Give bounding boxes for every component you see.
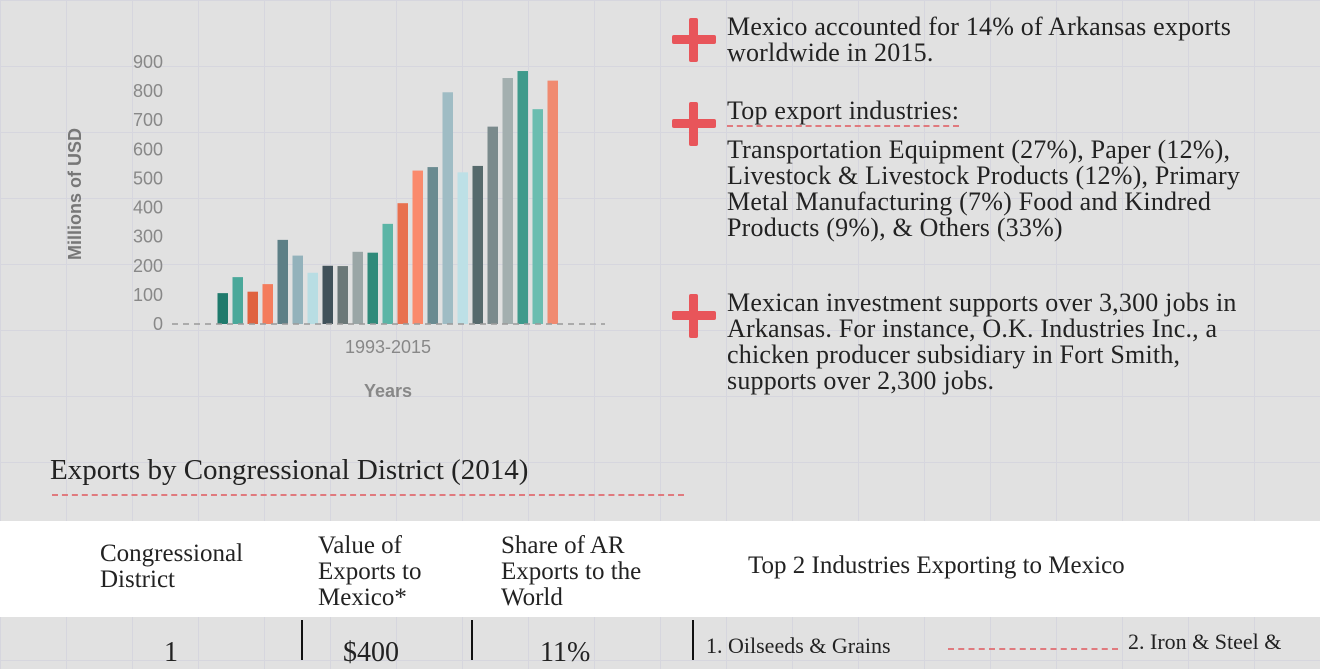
bar-2010: [472, 165, 483, 324]
bullet-text: Transportation Equipment (27%), Paper (1…: [727, 135, 1241, 242]
plus-icon: [672, 294, 716, 338]
table-row: 1 $400 11% 1. Oilseeds & Grains 2. Iron …: [0, 617, 1320, 668]
header-value: Value of Exports to Mexico*: [318, 532, 422, 611]
x-axis-label: Years: [364, 381, 412, 401]
bullet-text: Mexican investment supports over 3,300 j…: [727, 288, 1237, 395]
y-tick-label: 200: [133, 256, 163, 276]
y-tick-label: 900: [133, 52, 163, 72]
bar-2004: [382, 223, 393, 324]
bar-2003: [367, 252, 378, 324]
bar-2008: [442, 92, 453, 324]
header-district: Congressional District: [100, 540, 244, 593]
plus-icon: [672, 102, 716, 146]
y-tick-label: 400: [133, 198, 163, 218]
x-tick-label: 1993-2015: [345, 337, 431, 357]
y-axis-label: Millions of USD: [65, 128, 85, 260]
y-tick-label: 500: [133, 168, 163, 188]
bar-2015: [547, 80, 558, 325]
bar-2002: [352, 251, 363, 324]
bar-1997: [277, 239, 288, 324]
cell-share: 11%: [540, 637, 591, 668]
bar-1999: [307, 272, 318, 324]
bar-1993: [217, 293, 228, 324]
bar-2001: [337, 266, 348, 324]
bullet-mexico-share: Mexico accounted for 14% of Arkansas exp…: [670, 14, 1270, 66]
bullet-heading: Top export industries:: [727, 96, 960, 127]
y-tick-label: 600: [133, 139, 163, 159]
bar-2007: [427, 167, 438, 324]
bar-2012: [502, 78, 513, 324]
bar-2009: [457, 172, 468, 324]
section-title: Exports by Congressional District (2014): [50, 454, 529, 486]
exports-bar-chart: 0 100 200 300 400 500 600 700 800 900 Millions of…: [65, 52, 605, 401]
y-tick-label: 100: [133, 285, 163, 305]
bar-1994: [232, 277, 243, 324]
bar-1998: [292, 255, 303, 324]
bar-1995: [247, 291, 258, 324]
y-tick-label: 0: [153, 314, 163, 334]
bar-2006: [412, 170, 423, 324]
y-tick-label: 300: [133, 227, 163, 247]
header-industries: Top 2 Industries Exporting to Mexico: [748, 552, 1125, 579]
table-header: Congressional District Value of Exports …: [0, 521, 1320, 617]
y-tick-label: 800: [133, 81, 163, 101]
header-share: Share of AR Exports to the World: [501, 532, 642, 611]
plus-icon: [672, 18, 716, 62]
bar-2000: [322, 265, 333, 324]
y-tick-label: 700: [133, 110, 163, 130]
section-underline: [52, 494, 684, 496]
industry-divider: [948, 648, 1118, 650]
bar-1996: [262, 284, 273, 324]
bullet-investment: Mexican investment supports over 3,300 j…: [670, 290, 1270, 394]
cell-industry-1: 1. Oilseeds & Grains: [706, 633, 891, 658]
bar-2014: [532, 109, 543, 324]
bar-2013: [517, 71, 528, 324]
bullet-text: Mexico accounted for 14% of Arkansas exp…: [727, 12, 1232, 67]
bar-2011: [487, 126, 498, 324]
cell-value: $400: [343, 637, 399, 668]
bullet-top-industries: Top export industries: Transportation Eq…: [670, 98, 1270, 241]
bar-2005: [397, 203, 408, 324]
cell-district: 1: [164, 637, 178, 668]
cell-industry-2: 2. Iron & Steel &: [1128, 629, 1282, 654]
